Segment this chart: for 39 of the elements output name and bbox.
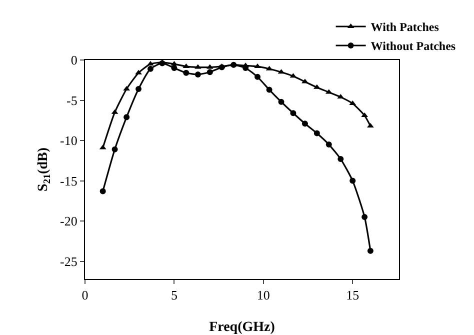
legend-label: With Patches [370, 20, 440, 34]
x-axis-title: Freq(GHz) [209, 320, 276, 335]
y-tick-label: 0 [70, 52, 78, 68]
point [136, 86, 142, 92]
point [290, 110, 296, 116]
point [124, 114, 130, 120]
x-tick-label: 0 [82, 288, 88, 303]
point [206, 69, 213, 76]
x-tick-label: 10 [256, 288, 270, 303]
y-tick-label: -15 [60, 173, 78, 188]
point [314, 130, 320, 136]
point [367, 248, 374, 254]
x-tick-label: 5 [170, 288, 178, 303]
point [159, 60, 166, 66]
point [302, 120, 308, 127]
point [362, 214, 368, 220]
point [302, 78, 308, 84]
legend-label: Without Patches [370, 39, 456, 54]
point [194, 71, 201, 78]
point [350, 178, 356, 184]
point [278, 98, 284, 105]
y-tick-label: -25 [60, 254, 78, 269]
y-tick-label: -20 [60, 214, 78, 229]
point [218, 64, 225, 70]
point [338, 156, 344, 162]
point [183, 70, 190, 76]
point [112, 146, 118, 152]
point [266, 86, 272, 93]
point [135, 70, 142, 74]
y-tick-label: -5 [66, 92, 78, 108]
y-tick-label: -10 [60, 133, 78, 148]
point [171, 65, 178, 72]
point [326, 142, 332, 148]
point [254, 63, 261, 68]
point [254, 74, 261, 80]
x-tick-label: 15 [346, 288, 360, 303]
point [147, 66, 154, 72]
point [147, 61, 154, 66]
point [100, 188, 106, 194]
